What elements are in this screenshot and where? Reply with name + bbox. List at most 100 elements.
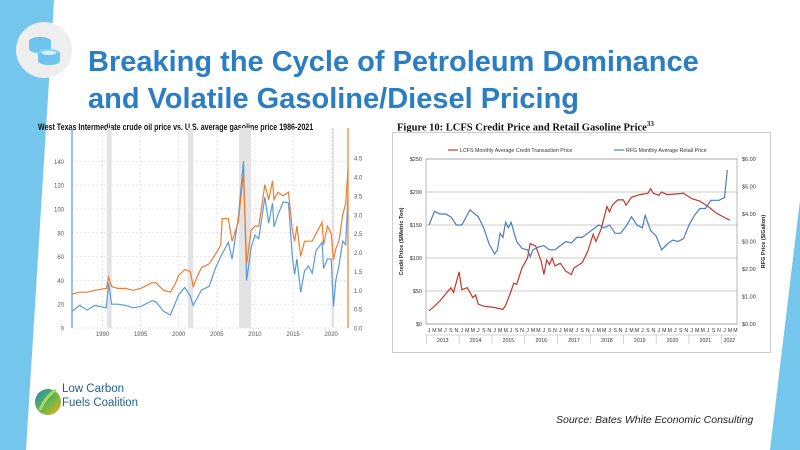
x-month-label: J	[575, 328, 578, 334]
y-left-tick-label: 120	[54, 184, 65, 190]
y-left-tick-label: 80	[57, 231, 64, 237]
x-month-label: M	[498, 328, 502, 334]
y-left-tick-label: 0	[61, 327, 65, 333]
x-month-label: M	[629, 328, 633, 334]
legend-label: LCFS Monthly Average Credit Transaction …	[460, 148, 572, 154]
x-month-label: S	[613, 328, 617, 334]
chart2-title: Figure 10: LCFS Credit Price and Retail …	[397, 120, 654, 134]
y-right-tick-label: 3.0	[354, 213, 363, 219]
x-year-label: 2022	[724, 338, 736, 344]
x-month-label: J	[559, 328, 562, 334]
y-right-tick-label: 0.5	[354, 308, 363, 314]
x-month-label: N	[586, 328, 590, 334]
x-month-label: M	[564, 328, 568, 334]
y-right-axis-label: RFG Price ($/Gallon)	[761, 215, 767, 269]
logo-text: Low Carbon Fuels Coalition	[62, 382, 138, 410]
y-right-tick-label: 2.5	[354, 232, 363, 238]
x-year-label: 2016	[535, 338, 547, 344]
x-year-label: 2013	[437, 338, 449, 344]
x-month-label: J	[510, 328, 513, 334]
y-left-axis-label: Credit Price ($/Metric Ton)	[399, 207, 405, 275]
right-accent-band	[770, 200, 800, 450]
x-month-label: N	[520, 328, 524, 334]
y-left-tick-label: $0	[416, 322, 422, 328]
recession-shading	[331, 128, 335, 328]
y-left-tick-label: $250	[410, 157, 422, 163]
x-month-label: J	[658, 328, 661, 334]
x-month-label: N	[717, 328, 721, 334]
x-tick-label: 2015	[286, 332, 300, 338]
x-month-label: M	[668, 328, 672, 334]
y-left-tick-label: 100	[54, 207, 65, 213]
x-tick-label: 2020	[325, 332, 339, 338]
x-month-label: M	[662, 328, 666, 334]
x-tick-label: 2000	[172, 332, 186, 338]
left-accent-band	[0, 0, 54, 450]
x-month-label: J	[428, 328, 431, 334]
x-month-label: J	[493, 328, 496, 334]
y-right-tick-label: $4.00	[742, 212, 756, 218]
x-month-label: M	[602, 328, 606, 334]
x-month-label: M	[728, 328, 732, 334]
coins-icon	[29, 37, 60, 65]
y-left-tick-label: $200	[410, 190, 422, 196]
y-left-tick-label: 60	[57, 255, 64, 261]
x-month-label: S	[679, 328, 683, 334]
y-left-tick-label: 20	[57, 303, 64, 309]
x-tick-label: 2010	[248, 332, 262, 338]
x-month-label: M	[635, 328, 639, 334]
x-month-label: M	[438, 328, 442, 334]
x-month-label: N	[553, 328, 557, 334]
x-month-label: M	[432, 328, 436, 334]
chart1-title: West Texas Intermediate crude oil price …	[38, 122, 314, 133]
x-month-label: J	[444, 328, 447, 334]
chart2-title-footnote: 33	[646, 120, 654, 128]
x-month-label: N	[684, 328, 688, 334]
x-month-label: J	[641, 328, 644, 334]
x-month-label: M	[503, 328, 507, 334]
chart2-title-text: Figure 10: LCFS Credit Price and Retail …	[397, 122, 647, 134]
x-year-label: 2020	[667, 338, 679, 344]
y-right-tick-label: 3.5	[354, 194, 363, 200]
lcfc-logo	[35, 388, 61, 415]
slide-title: Breaking the Cycle of Petroleum Dominanc…	[88, 44, 699, 118]
series-line-lcfs	[428, 187, 731, 312]
source-note: Source: Bates White Economic Consulting	[556, 414, 754, 426]
y-right-tick-label: $5.00	[742, 185, 756, 191]
x-month-label: N	[454, 328, 458, 334]
x-month-label: M	[531, 328, 535, 334]
x-year-label: 2015	[503, 338, 515, 344]
series-line-wti	[71, 161, 349, 316]
x-month-label: M	[536, 328, 540, 334]
y-right-tick-label: 0.0	[354, 327, 363, 333]
chart2-lcfs-vs-rfg: $0 $50 $100 $150 $200 $250 $0.00 $1.00 $2.00 $3.0…	[392, 132, 771, 353]
x-month-label: J	[461, 328, 464, 334]
x-month-label: J	[690, 328, 693, 334]
x-month-label: S	[548, 328, 552, 334]
series-line-gasoline	[71, 169, 349, 295]
y-left-tick-label: 140	[54, 160, 65, 166]
x-year-label: 2014	[470, 338, 482, 344]
x-year-label: 2017	[568, 338, 580, 344]
y-right-tick-label: 4.0	[354, 176, 363, 182]
x-tick-label: 1995	[134, 332, 148, 338]
x-month-label: J	[707, 328, 710, 334]
y-right-tick-label: 1.0	[354, 289, 363, 295]
legend-label: RFG Monthly Average Retail Price	[626, 148, 707, 154]
x-tick-label: 2005	[210, 332, 224, 338]
y-right-tick-label: 1.5	[354, 270, 363, 276]
x-month-label: M	[569, 328, 573, 334]
x-month-label: M	[700, 328, 704, 334]
x-tick-label: 1990	[96, 332, 110, 338]
x-month-label: S	[646, 328, 650, 334]
x-month-label: N	[619, 328, 623, 334]
y-right-tick-label: $1.00	[742, 295, 756, 301]
logo-line-2: Fuels Coalition	[62, 397, 139, 409]
x-month-label: J	[526, 328, 529, 334]
x-year-label: 2019	[634, 338, 646, 344]
plot-border	[425, 158, 738, 325]
title-line-1: Breaking the Cycle of Petroleum Dominanc…	[88, 46, 699, 78]
y-right-tick-label: $6.00	[742, 157, 756, 163]
slide-icon	[16, 22, 72, 78]
